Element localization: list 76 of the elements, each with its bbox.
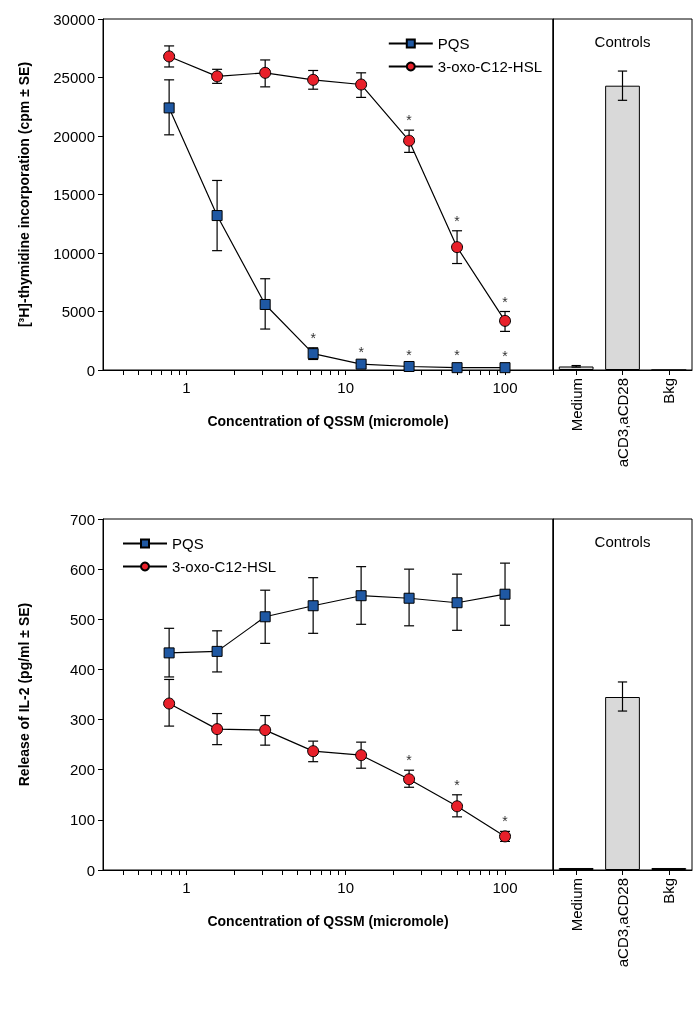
point — [451, 800, 464, 813]
x-tick-label: 1 — [182, 879, 191, 896]
point — [211, 210, 223, 222]
annotation: * — [406, 346, 413, 363]
point — [451, 241, 464, 254]
point — [499, 362, 511, 374]
point — [499, 588, 511, 600]
y-axis-title: Release of IL-2 (pg/ml ± SE) — [16, 602, 32, 787]
legend-label: PQS — [437, 35, 470, 52]
y-tick-label: 30000 — [53, 10, 95, 28]
annotation: * — [454, 347, 461, 364]
annotation: * — [502, 813, 509, 830]
legend-label: 3-oxo-C12-HSL — [172, 558, 277, 575]
x-tick-label: aCD3,aCD28 — [614, 378, 631, 468]
y-tick-label: 700 — [69, 510, 95, 528]
y-tick-label: 15000 — [53, 186, 95, 203]
point — [403, 134, 416, 147]
annotation: * — [454, 776, 461, 793]
y-tick-label: 10000 — [53, 244, 95, 262]
y-tick-label: 200 — [69, 761, 95, 779]
legend-label: 3-oxo-C12-HSL — [437, 58, 543, 75]
x-axis-title: Concentration of QSSM (micromole) — [207, 413, 449, 429]
y-tick-label: 600 — [69, 560, 95, 578]
x-tick-label: Medium — [567, 878, 585, 932]
x-tick-label: 10 — [337, 379, 355, 396]
point — [163, 647, 175, 659]
point — [403, 773, 416, 786]
point — [451, 597, 463, 609]
y-tick-label: 400 — [69, 660, 95, 678]
y-tick-label: 20000 — [53, 127, 95, 145]
point — [307, 73, 320, 86]
point — [163, 102, 175, 114]
point — [211, 645, 223, 657]
point — [403, 592, 415, 604]
point — [307, 600, 319, 612]
x-tick-label: aCD3,aCD28 — [614, 878, 631, 968]
annotation: * — [310, 330, 317, 347]
point — [499, 314, 512, 327]
point — [259, 724, 272, 737]
annotation: * — [358, 343, 365, 360]
y-tick-label: 0 — [86, 361, 95, 379]
y-tick-label: 300 — [69, 711, 95, 729]
y-tick-label: 100 — [69, 811, 95, 829]
text: Controls — [594, 33, 651, 50]
point — [259, 611, 271, 623]
y-axis-title: [³H]-thymidine incorporation (cpm ± SE) — [16, 61, 32, 328]
point — [403, 360, 415, 372]
annotation: * — [454, 212, 461, 229]
y-tick-label: 500 — [69, 610, 95, 628]
y-tick-label: 5000 — [61, 303, 95, 320]
legend-label: PQS — [172, 535, 204, 552]
point — [355, 590, 367, 602]
annotation: * — [502, 347, 509, 364]
y-tick-label: 25000 — [53, 69, 95, 86]
x-tick-label: 100 — [492, 379, 518, 396]
point — [355, 78, 368, 91]
y-tick-label: 0 — [86, 861, 95, 879]
point — [259, 298, 271, 310]
annotation: * — [406, 112, 413, 129]
point — [163, 50, 176, 63]
x-axis-title: Concentration of QSSM (micromole) — [207, 913, 449, 929]
point — [163, 697, 176, 710]
x-tick-label: Bkg — [660, 878, 678, 904]
point — [451, 362, 463, 374]
x-tick-label: 100 — [492, 879, 518, 896]
x-tick-label: 1 — [182, 379, 191, 396]
x-tick-label: Bkg — [660, 378, 678, 404]
annotation: * — [502, 293, 509, 310]
point — [211, 723, 224, 736]
x-tick-label: Medium — [567, 378, 585, 432]
annotation: * — [406, 752, 413, 769]
text: Controls — [594, 533, 651, 550]
x-tick-label: 10 — [337, 879, 355, 896]
point — [355, 749, 368, 762]
point — [259, 66, 272, 79]
point — [307, 745, 320, 758]
